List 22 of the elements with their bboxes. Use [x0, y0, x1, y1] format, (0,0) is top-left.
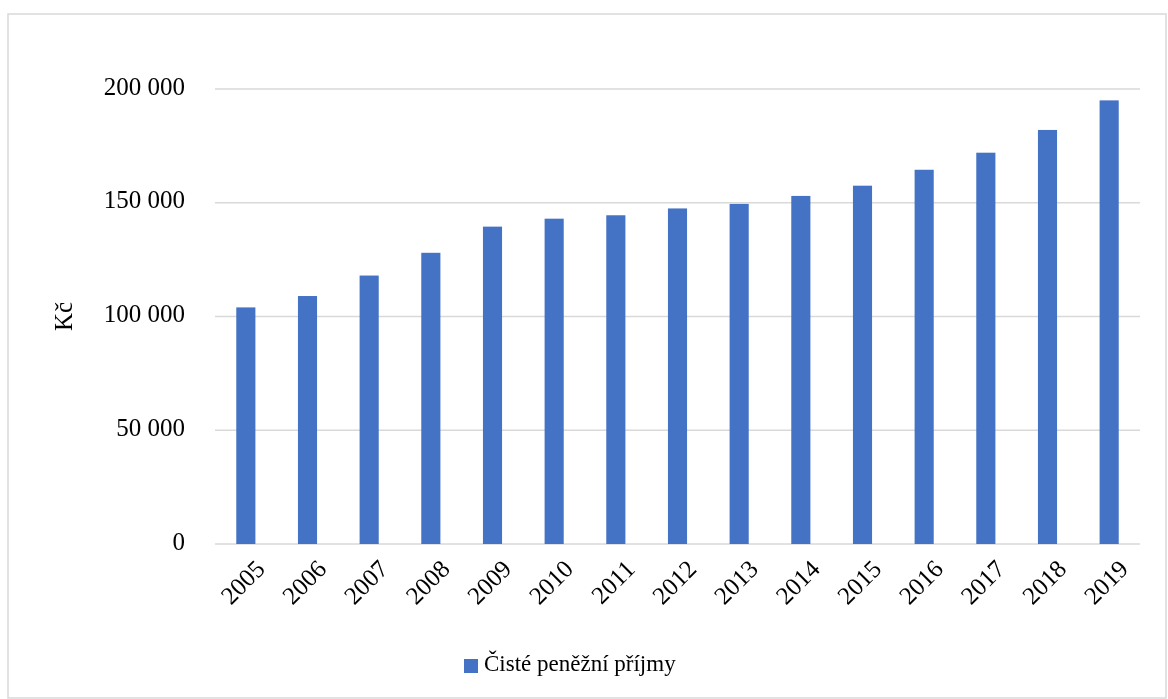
bar	[914, 169, 934, 544]
bar	[236, 307, 256, 544]
bar	[606, 215, 626, 544]
legend-label: Čisté peněžní příjmy	[484, 650, 677, 677]
bar	[421, 252, 441, 544]
bar	[667, 208, 688, 544]
y-axis-title: Kč	[49, 301, 77, 332]
bar	[482, 226, 503, 544]
bar	[359, 275, 379, 544]
bar	[1037, 129, 1058, 544]
bar	[791, 195, 811, 544]
y-tick-label: 50 000	[116, 413, 185, 441]
bar	[976, 152, 996, 544]
y-tick-label: 100 000	[103, 300, 185, 328]
y-tick-label: 150 000	[103, 186, 185, 214]
y-tick-label: 200 000	[103, 72, 185, 100]
bar	[544, 218, 564, 544]
bar	[1099, 100, 1119, 544]
bar	[729, 203, 749, 544]
bar	[297, 296, 318, 544]
bar	[852, 185, 873, 544]
y-tick-label: 0	[172, 527, 185, 555]
